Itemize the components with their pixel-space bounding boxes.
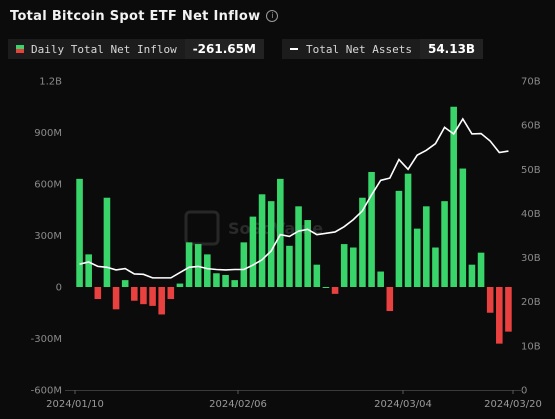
y-right-tick-label: 20B	[521, 297, 541, 308]
bar-2024/02/05[interactable]	[222, 274, 229, 287]
bar-2024/03/13[interactable]	[459, 168, 467, 287]
bar-2024/01/25[interactable]	[158, 287, 165, 315]
y-left-tick-label: 300M	[34, 231, 62, 242]
info-icon[interactable]: i	[266, 10, 279, 22]
bar-2024/03/11[interactable]	[441, 201, 448, 287]
bar-2024/02/07[interactable]	[240, 242, 248, 287]
line-swatch-icon	[290, 48, 298, 50]
bar-2024/02/06[interactable]	[231, 280, 238, 287]
bar-2024/02/09[interactable]	[258, 194, 266, 287]
x-tick-label: 2024/02/06	[209, 399, 267, 410]
bar-2024/02/23[interactable]	[340, 244, 348, 287]
bar-2024/03/20[interactable]	[505, 287, 512, 332]
bar-2024/03/06[interactable]	[413, 228, 421, 287]
bar-2024/02/26[interactable]	[350, 247, 357, 287]
y-right-tick-label: 10B	[521, 341, 541, 352]
chart-title: Total Bitcoin Spot ETF Net Inflow i	[10, 9, 279, 24]
bar-2024/03/15[interactable]	[477, 252, 485, 287]
y-right-tick-label: 70B	[521, 77, 541, 88]
bar-2024/02/12[interactable]	[267, 201, 275, 287]
bar-2024/03/04[interactable]	[395, 190, 403, 287]
bar-2024/02/29[interactable]	[377, 271, 384, 287]
bar-2024/01/18[interactable]	[112, 287, 120, 310]
legend-assets-label: Total Net Assets	[306, 42, 412, 56]
bar-2024/02/13[interactable]	[277, 178, 284, 287]
bar-2024/03/12[interactable]	[450, 106, 457, 287]
bar-2024/02/08[interactable]	[249, 216, 257, 287]
y-left-tick-label: 0	[56, 283, 62, 294]
bar-2024/01/16[interactable]	[94, 287, 102, 300]
bar-swatch-icon	[16, 45, 24, 53]
x-tick-label: 2024/03/04	[374, 399, 432, 410]
bar-2024/02/02[interactable]	[213, 273, 220, 287]
bar-2024/01/24[interactable]	[149, 287, 156, 306]
bar-2024/03/01[interactable]	[386, 287, 394, 312]
bar-2024/01/30[interactable]	[185, 242, 193, 287]
bar-2024/01/12[interactable]	[85, 254, 92, 287]
bar-2024/03/05[interactable]	[404, 173, 412, 287]
bar-2024/01/23[interactable]	[140, 287, 147, 305]
total-net-assets-line[interactable]	[79, 117, 509, 279]
bar-2024/02/28[interactable]	[368, 171, 375, 287]
bar-2024/02/21[interactable]	[322, 287, 330, 288]
bar-2024/03/08[interactable]	[432, 247, 439, 287]
y-right-tick-label: 40B	[521, 209, 541, 220]
bar-2024/01/26[interactable]	[167, 287, 175, 300]
y-left-tick-label: 900M	[34, 128, 62, 139]
bar-2024/03/14[interactable]	[468, 264, 476, 287]
bar-2024/02/27[interactable]	[359, 197, 366, 287]
legend-inflow[interactable]: Daily Total Net Inflow -261.65M	[8, 39, 270, 59]
bar-2024/03/18[interactable]	[486, 287, 494, 313]
legend-inflow-value: -261.65M	[184, 39, 264, 59]
bar-2024/01/31[interactable]	[194, 244, 202, 287]
x-tick-label: 2024/01/10	[46, 399, 104, 410]
bar-2024/03/07[interactable]	[423, 206, 430, 287]
bar-2024/01/17[interactable]	[103, 197, 111, 287]
x-tick-label: 2024/03/20	[484, 399, 542, 410]
bar-2024/02/22[interactable]	[331, 287, 339, 294]
bar-2024/02/14[interactable]	[286, 245, 293, 287]
y-left-tick-label: 1.2B	[39, 77, 62, 88]
y-left-tick-label: 600M	[34, 180, 62, 191]
legend-assets-value: 54.13B	[419, 39, 484, 59]
bar-2024/01/11[interactable]	[76, 178, 83, 287]
bar-2024/01/29[interactable]	[176, 283, 184, 287]
y-left-tick-label: -300M	[31, 334, 62, 345]
legend-inflow-label: Daily Total Net Inflow	[31, 42, 177, 56]
bar-2024/02/20[interactable]	[313, 264, 321, 287]
y-right-tick-label: 60B	[521, 121, 541, 132]
bar-2024/02/01[interactable]	[204, 254, 211, 287]
bar-2024/03/19[interactable]	[496, 287, 503, 344]
bar-2024/02/15[interactable]	[295, 206, 302, 287]
bar-2024/01/22[interactable]	[131, 287, 138, 301]
y-right-tick-label: 50B	[521, 165, 541, 176]
bar-2024/01/19[interactable]	[121, 280, 129, 287]
y-right-tick-label: 30B	[521, 253, 541, 264]
y-left-tick-label: -600M	[31, 386, 62, 397]
y-right-tick-label: 0	[521, 386, 527, 397]
legend-assets[interactable]: Total Net Assets 54.13B	[282, 39, 488, 59]
bar-2024/02/16[interactable]	[304, 220, 311, 287]
